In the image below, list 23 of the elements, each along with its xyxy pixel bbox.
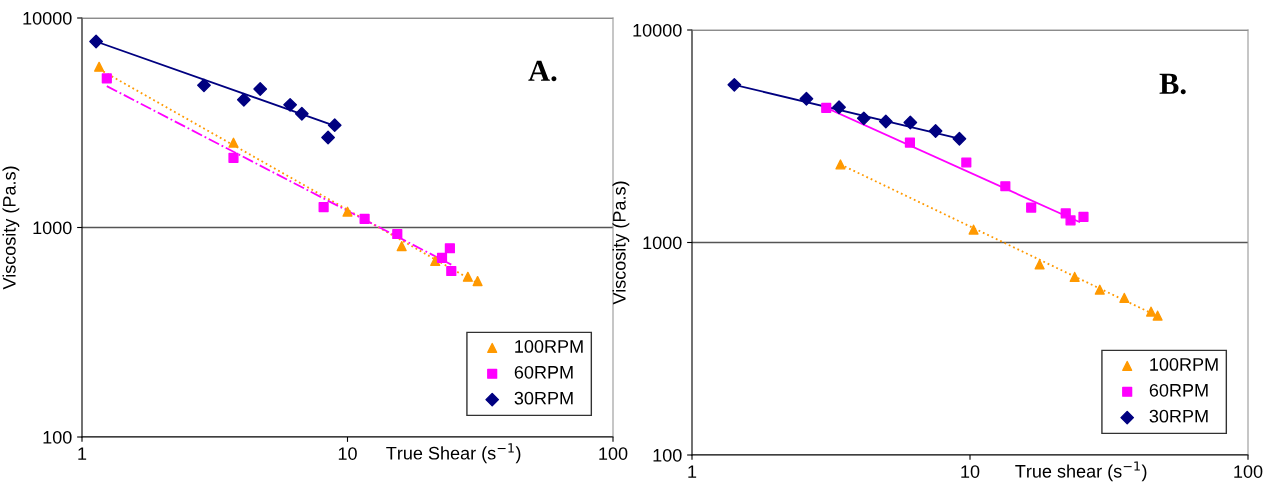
- y-tick-label: 1000: [33, 221, 72, 235]
- y-tick-label: 10000: [633, 23, 682, 37]
- legend-label: 30RPM: [1149, 409, 1208, 423]
- legend-label: 60RPM: [1149, 383, 1208, 397]
- y-axis-title: Viscosity (Pa.s): [2, 166, 20, 290]
- x-tick-label: 1: [78, 447, 87, 460]
- y-tick-label: 1000: [643, 236, 682, 250]
- x-tick-label: 100: [599, 447, 628, 460]
- annotation: B.: [1159, 73, 1186, 95]
- x-tick-label: 10: [338, 447, 357, 460]
- y-tick-label: 100: [43, 430, 72, 444]
- x-axis-title: True Shear (s$^{−1}$): [386, 443, 521, 464]
- x-tick-label: 10: [961, 465, 980, 478]
- x-axis-title: True shear (s$^{−1}$): [1015, 461, 1147, 482]
- legend-label: 60RPM: [514, 365, 573, 379]
- annotation: A.: [528, 60, 557, 82]
- legend-label: 100RPM: [515, 340, 583, 353]
- x-tick-label: 100: [1234, 465, 1263, 478]
- x-tick-label: 1: [688, 465, 697, 478]
- legend-label: 100RPM: [1150, 358, 1218, 371]
- y-axis-title: Viscosity (Pa.s): [612, 181, 630, 305]
- y-tick-label: 10000: [23, 11, 72, 25]
- legend-label: 30RPM: [514, 391, 573, 405]
